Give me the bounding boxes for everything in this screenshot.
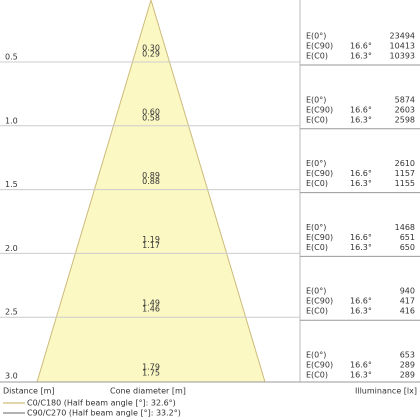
distance-label: 1.0 [5,116,18,125]
illuminance: 5874 [395,95,415,104]
e-label: E(0°) [306,95,326,104]
cone-diameter: 1.46 [142,305,160,314]
e-label: E(0°) [306,159,326,168]
distance-label: 2.5 [5,308,18,317]
e-label: E(C90) [306,297,333,306]
distance-label: 1.5 [5,180,18,189]
illuminance: 10413 [390,42,415,51]
illuminance: 1468 [395,223,415,232]
illuminance: 651 [400,233,415,242]
distance-label: 2.0 [5,244,18,253]
legend-label: C0/C180 (Half beam angle [°]: 32.6°) [27,399,176,408]
e-label: E(C90) [306,169,333,178]
footer-label: Illuminance [lx] [355,387,417,396]
cone-diameter: 0.29 [142,50,160,59]
illuminance: 417 [400,297,415,306]
e-label: E(C90) [306,361,333,370]
e-label: E(0°) [306,351,326,360]
illuminance: 650 [400,243,415,252]
cone-diameter: 1.75 [142,369,160,378]
illuminance: 940 [400,287,415,296]
illuminance: 2603 [395,105,415,114]
illuminance: 1157 [395,169,415,178]
angle-label: 16.6° [350,105,372,114]
illuminance: 2598 [395,115,415,124]
e-label: E(C90) [306,105,333,114]
e-label: E(C0) [306,179,328,188]
angle-label: 16.3° [350,179,372,188]
angle-label: 16.3° [350,52,372,61]
illuminance: 289 [400,361,415,370]
illuminance: 23494 [390,32,415,41]
cone-diameter: 1.17 [142,241,160,250]
e-label: E(C0) [306,307,328,316]
legend-label: C90/C270 (Half beam angle [°]: 33.2°) [27,409,181,418]
e-label: E(C90) [306,42,333,51]
illuminance: 653 [400,351,415,360]
e-label: E(0°) [306,32,326,41]
e-label: E(C0) [306,115,328,124]
illuminance: 1155 [395,179,415,188]
cone-diameter: 1.79 [142,363,160,372]
angle-label: 16.6° [350,361,372,370]
angle-label: 16.3° [350,115,372,124]
distance-label: 3.0 [5,372,18,381]
e-label: E(0°) [306,287,326,296]
e-label: E(0°) [306,223,326,232]
illuminance: 2610 [395,159,415,168]
cone-diameter: 0.30 [142,44,160,53]
angle-label: 16.6° [350,42,372,51]
angle-label: 16.3° [350,307,372,316]
angle-label: 16.6° [350,233,372,242]
cone-diameter: 0.88 [142,177,160,186]
illuminance: 289 [400,371,415,380]
angle-label: 16.3° [350,243,372,252]
angle-label: 16.6° [350,297,372,306]
cone-diameter: 1.19 [142,235,160,244]
angle-label: 16.3° [350,371,372,380]
angle-label: 16.6° [350,169,372,178]
illuminance: 10393 [390,52,415,61]
cone-diameter: 1.49 [142,299,160,308]
footer-label: Cone diameter [m] [110,387,186,396]
cone-diameter: 0.89 [142,171,160,180]
footer-label: Distance [m] [3,387,55,396]
distance-label: 0.5 [5,53,18,62]
cone-diameter: 0.58 [142,113,160,122]
e-label: E(C0) [306,243,328,252]
cone-diameter: 0.60 [142,107,160,116]
e-label: E(C0) [306,371,328,380]
e-label: E(C90) [306,233,333,242]
illuminance: 416 [400,307,415,316]
e-label: E(C0) [306,52,328,61]
